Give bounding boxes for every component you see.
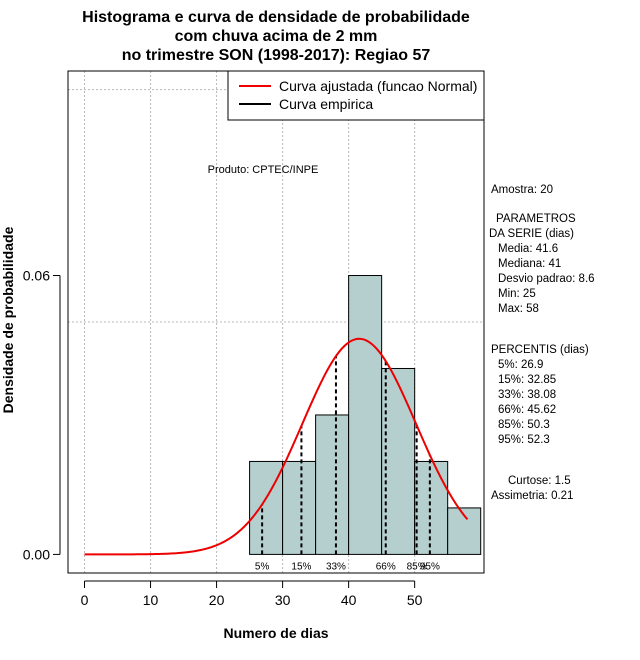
normal-curve [84, 337, 469, 556]
histogram-bar-1 [282, 460, 317, 555]
x-tick-label-5: 50 [407, 592, 423, 608]
legend-label-empirical: Curva empirica [279, 96, 373, 112]
param-median: Mediana: 41 [498, 258, 561, 270]
param-mean: Media: 41.6 [498, 243, 558, 255]
legend-label-normal: Curva ajustada (funcao Normal) [279, 78, 477, 94]
histogram-bar-4 [381, 367, 416, 555]
y-axis: 0.00 0.06 [23, 268, 61, 562]
percentile-label-1: 15% [291, 561, 311, 572]
chart-title-line-2: com chuva acima de 2 mm [175, 28, 378, 45]
histogram-bar-3 [348, 275, 383, 555]
x-tick-label-3: 30 [275, 592, 291, 608]
percentile-label-2: 33% [326, 561, 346, 572]
pct-line-33: 33%: 38.08 [498, 389, 556, 401]
x-tick-label-0: 0 [81, 592, 89, 608]
chart-title-line-1: Histograma e curva de densidade de proba… [82, 9, 470, 26]
pct-line-66: 66%: 45.62 [498, 404, 556, 416]
y-tick-label-0: 0.00 [23, 546, 50, 562]
percentile-lines: 5% 15% 33% 66% 85%95% [255, 356, 440, 572]
param-sd: Desvio padrao: 8.6 [498, 273, 595, 285]
x-tick-label-1: 10 [143, 592, 159, 608]
sample-size: Amostra: 20 [491, 184, 553, 196]
y-axis-label: Densidade de probabilidade [0, 226, 16, 413]
skewness: Assimetria: 0.21 [491, 490, 573, 502]
pct-line-85: 85%: 50.3 [498, 419, 550, 431]
histogram-bar-2 [315, 414, 350, 555]
x-tick-label-4: 40 [341, 592, 357, 608]
y-tick-label-1: 0.06 [23, 268, 50, 284]
histogram-bars [249, 275, 482, 555]
legend-box [227, 70, 485, 121]
chart-title-line-3: no trimestre SON (1998-2017): Regiao 57 [122, 47, 431, 64]
legend: Curva ajustada (funcao Normal) Curva emp… [227, 70, 485, 121]
param-max: Max: 58 [498, 303, 539, 315]
percentile-label-0: 5% [255, 561, 270, 572]
product-annotation: Produto: CPTEC/INPE [208, 164, 319, 176]
x-axis-label: Numero de dias [223, 625, 328, 641]
x-axis: 0 10 20 30 40 50 [81, 580, 423, 608]
x-tick-label-2: 20 [209, 592, 225, 608]
pct-line-95: 95%: 52.3 [498, 434, 550, 446]
stats-panel: Amostra: 20 PARAMETROS DA SERIE (dias) M… [489, 184, 595, 502]
pct-line-15: 15%: 32.85 [498, 374, 556, 386]
pct-line-5: 5%: 26.9 [498, 359, 543, 371]
kurtosis: Curtose: 1.5 [508, 475, 571, 487]
histogram-bar-5 [414, 460, 449, 555]
params-title-2: DA SERIE (dias) [489, 228, 574, 240]
normal-curve-line [84, 337, 469, 556]
params-title-1: PARAMETROS [496, 213, 576, 225]
param-min: Min: 25 [498, 288, 536, 300]
percentile-label-4: 85% [407, 561, 427, 572]
percentile-label-5: 95% [420, 561, 440, 572]
percentiles-title: PERCENTIS (dias) [491, 344, 589, 356]
percentile-label-3: 66% [376, 561, 396, 572]
